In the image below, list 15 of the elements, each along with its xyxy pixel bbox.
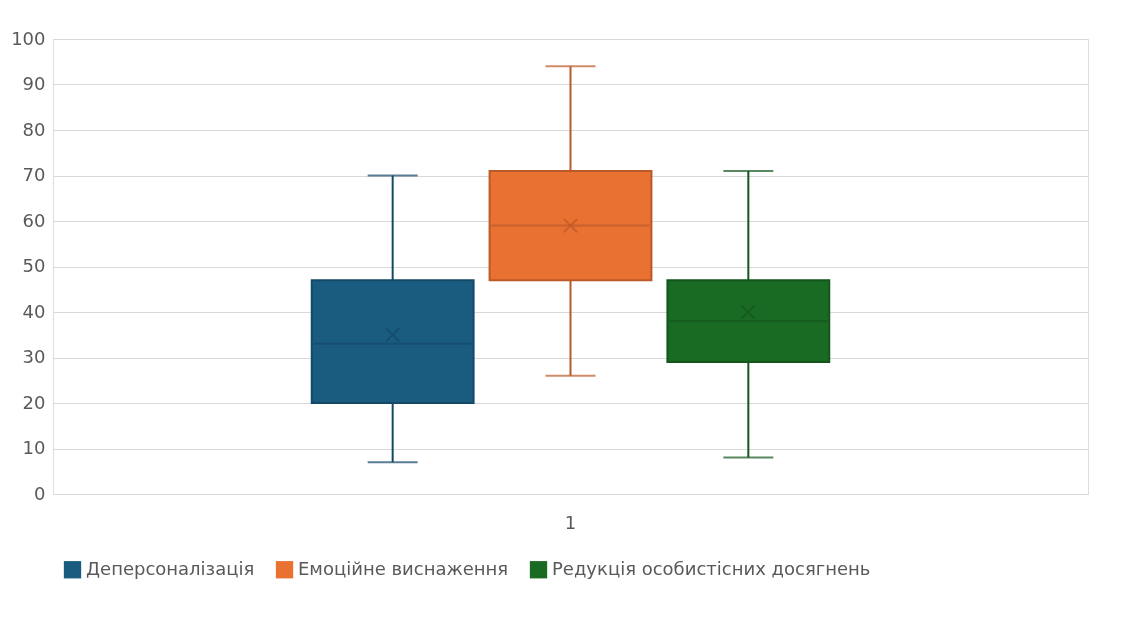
legend-label: Редукція особистісних досягнень (552, 557, 871, 579)
legend-label: Емоційне виснаження (298, 557, 509, 579)
y-tick-label: 10 (22, 437, 46, 458)
y-tick-label: 50 (22, 255, 46, 276)
y-tick-label: 60 (22, 209, 46, 231)
y-tick-label: 30 (22, 346, 46, 367)
y-tick-label: 70 (22, 164, 46, 185)
y-tick-label: 100 (11, 27, 46, 49)
y-tick-label: 40 (22, 300, 46, 322)
y-tick-label: 90 (22, 73, 46, 94)
y-tick-label: 80 (22, 118, 46, 140)
legend-label: Деперсоналізація (86, 557, 255, 579)
y-tick-label: 0 (34, 482, 46, 504)
x-tick-label: 1 (564, 511, 577, 533)
y-tick-label: 20 (22, 391, 46, 413)
